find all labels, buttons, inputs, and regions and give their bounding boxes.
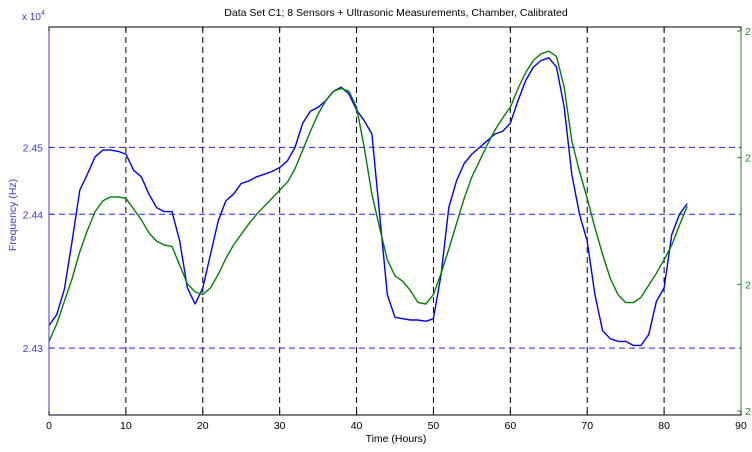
x-axis-label: Time (Hours) [366,433,427,445]
y-exponent-label: x 104 [22,10,45,23]
right-y-tick-label: 2 [745,406,751,418]
x-tick-label: 80 [658,420,670,432]
right-y-tick-label: 2 [745,153,751,165]
x-tick-label: 30 [274,420,286,432]
x-tick-label: 70 [581,420,593,432]
y-exponent-power: 4 [41,10,45,17]
grid-layer [49,27,741,415]
series-line-green [48,50,688,342]
x-tick-label: 40 [351,420,363,432]
series-layer [48,50,688,347]
y-tick-label: 2.44 [23,209,44,221]
right-y-tick-label: 2 [745,279,751,291]
y-tick-label: 2.45 [23,142,44,154]
chart-title: Data Set C1; 8 Sensors + Ultrasonic Meas… [224,7,568,19]
axis-layer: 0 10 20 30 40 50 60 70 80 90 2.43 2.44 2.45 2 2 2 2 [23,26,751,432]
right-y-tick-label: 2 [745,26,751,38]
series-line-blue [48,57,688,347]
y-axis-label: Frequency (Hz) [7,179,19,251]
y-tick-label: 2.43 [23,343,44,355]
x-tick-label: 50 [428,420,440,432]
y-exponent-base: x 10 [22,12,41,23]
x-tick-label: 20 [197,420,209,432]
x-tick-label: 90 [735,420,747,432]
x-tick-label: 10 [120,420,132,432]
x-tick-label: 0 [46,420,52,432]
x-tick-label: 60 [504,420,516,432]
